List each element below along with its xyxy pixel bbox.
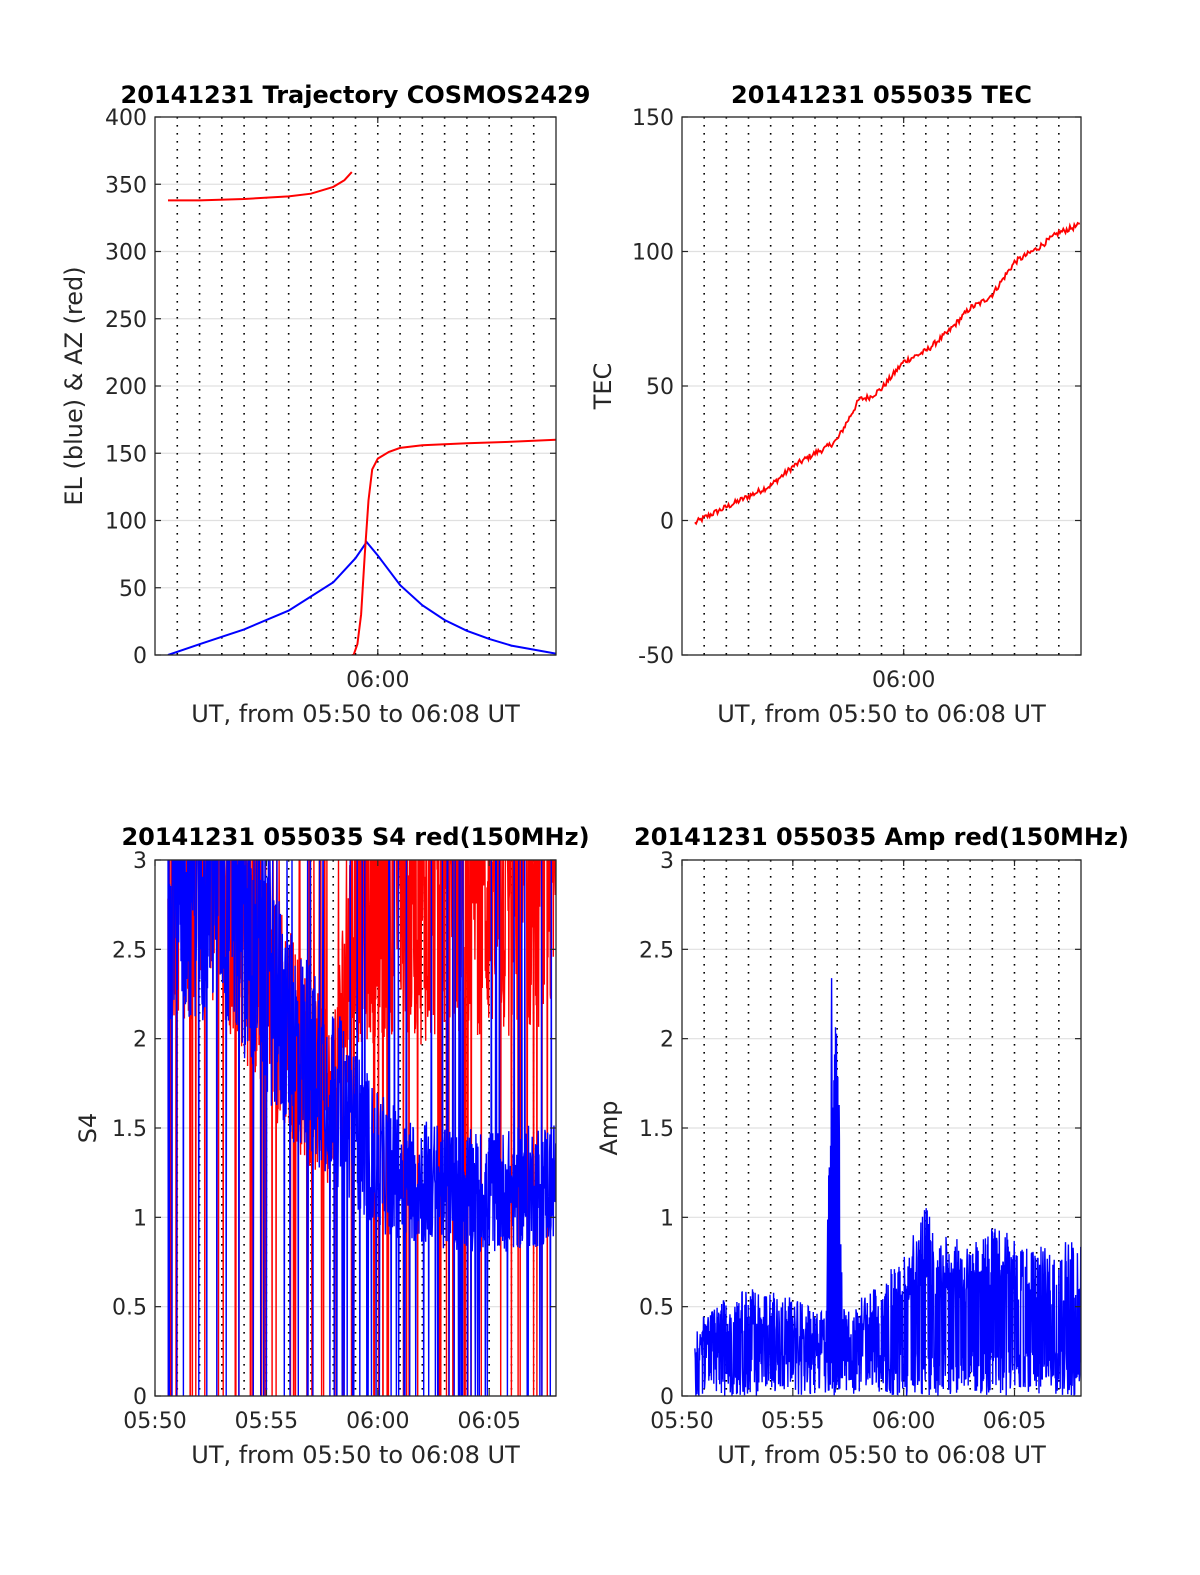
x-tick-label: 05:50 — [123, 1409, 186, 1434]
y-tick-label: 0.5 — [112, 1296, 147, 1321]
series-line — [167, 860, 556, 1396]
x-tick-label: 05:50 — [650, 1409, 713, 1434]
y-axis-label: Amp — [595, 1100, 623, 1155]
y-tick-label: 2 — [133, 1028, 147, 1053]
y-tick-label: 50 — [119, 577, 147, 602]
series-line — [694, 221, 1081, 526]
grid — [682, 859, 1081, 1397]
x-tick-label: 06:00 — [346, 668, 409, 693]
y-tick-label: 1 — [660, 1206, 674, 1231]
panel-title: 20141231 Trajectory COSMOS2429 — [121, 81, 591, 109]
series-line — [168, 171, 353, 202]
panel-title: 20141231 055035 TEC — [731, 81, 1032, 109]
y-tick-label: 150 — [632, 106, 674, 131]
tec-panel: 20141231 055035 TEC UT, from 05:50 to 06… — [589, 81, 1082, 728]
y-tick-label: 0 — [660, 510, 674, 535]
y-tick-label: 50 — [646, 375, 674, 400]
y-tick-label: 150 — [105, 442, 147, 467]
x-tick-label: 05:55 — [761, 1409, 824, 1434]
x-tick-label: 06:00 — [872, 668, 935, 693]
y-tick-label: 2.5 — [112, 938, 147, 963]
y-axis-label: EL (blue) & AZ (red) — [60, 266, 88, 505]
y-tick-label: 0.5 — [639, 1296, 674, 1321]
plot-area — [694, 221, 1081, 526]
y-tick-label: 250 — [105, 308, 147, 333]
panel-title: 20141231 055035 Amp red(150MHz) — [634, 823, 1129, 851]
y-tick-label: 2.5 — [639, 938, 674, 963]
amp-panel: 20141231 055035 Amp red(150MHz) UT, from… — [595, 823, 1129, 1469]
grid — [682, 116, 1081, 656]
y-tick-label: 100 — [105, 510, 147, 535]
grid — [155, 116, 556, 656]
y-tick-label: 0 — [133, 644, 147, 669]
y-tick-label: 1.5 — [639, 1117, 674, 1142]
y-tick-label: 350 — [105, 173, 147, 198]
y-tick-label: 400 — [105, 106, 147, 131]
x-tick-label: 06:05 — [457, 1409, 520, 1434]
series-line — [167, 540, 556, 655]
y-tick-label: 3 — [660, 849, 674, 874]
trajectory-panel: 20141231 Trajectory COSMOS2429 UT, from … — [60, 81, 590, 728]
y-tick-label: 3 — [133, 849, 147, 874]
y-axis-label: S4 — [74, 1113, 102, 1144]
y-tick-label: 2 — [660, 1028, 674, 1053]
series-line — [351, 438, 556, 655]
plot-area — [694, 978, 1081, 1396]
x-axis-label: UT, from 05:50 to 06:08 UT — [717, 1441, 1046, 1469]
y-tick-label: 100 — [632, 241, 674, 266]
y-axis-label: TEC — [589, 363, 617, 411]
x-tick-label: 06:00 — [872, 1409, 935, 1434]
x-tick-label: 06:05 — [983, 1409, 1046, 1434]
panel-title: 20141231 055035 S4 red(150MHz) — [121, 823, 589, 851]
series-line — [694, 978, 1081, 1396]
y-tick-label: 200 — [105, 375, 147, 400]
y-tick-label: 0 — [133, 1385, 147, 1410]
y-tick-label: -50 — [638, 644, 674, 669]
plot-area — [167, 171, 556, 655]
s4-panel: 20141231 055035 S4 red(150MHz) UT, from … — [74, 823, 590, 1469]
x-axis-label: UT, from 05:50 to 06:08 UT — [191, 1441, 520, 1469]
x-tick-label: 05:55 — [235, 1409, 298, 1434]
y-tick-label: 1.5 — [112, 1117, 147, 1142]
x-tick-label: 06:00 — [346, 1409, 409, 1434]
plot-area — [167, 860, 556, 1396]
y-tick-label: 0 — [660, 1385, 674, 1410]
y-tick-label: 300 — [105, 241, 147, 266]
x-axis-label: UT, from 05:50 to 06:08 UT — [191, 700, 520, 728]
y-tick-label: 1 — [133, 1206, 147, 1231]
x-axis-label: UT, from 05:50 to 06:08 UT — [717, 700, 1046, 728]
